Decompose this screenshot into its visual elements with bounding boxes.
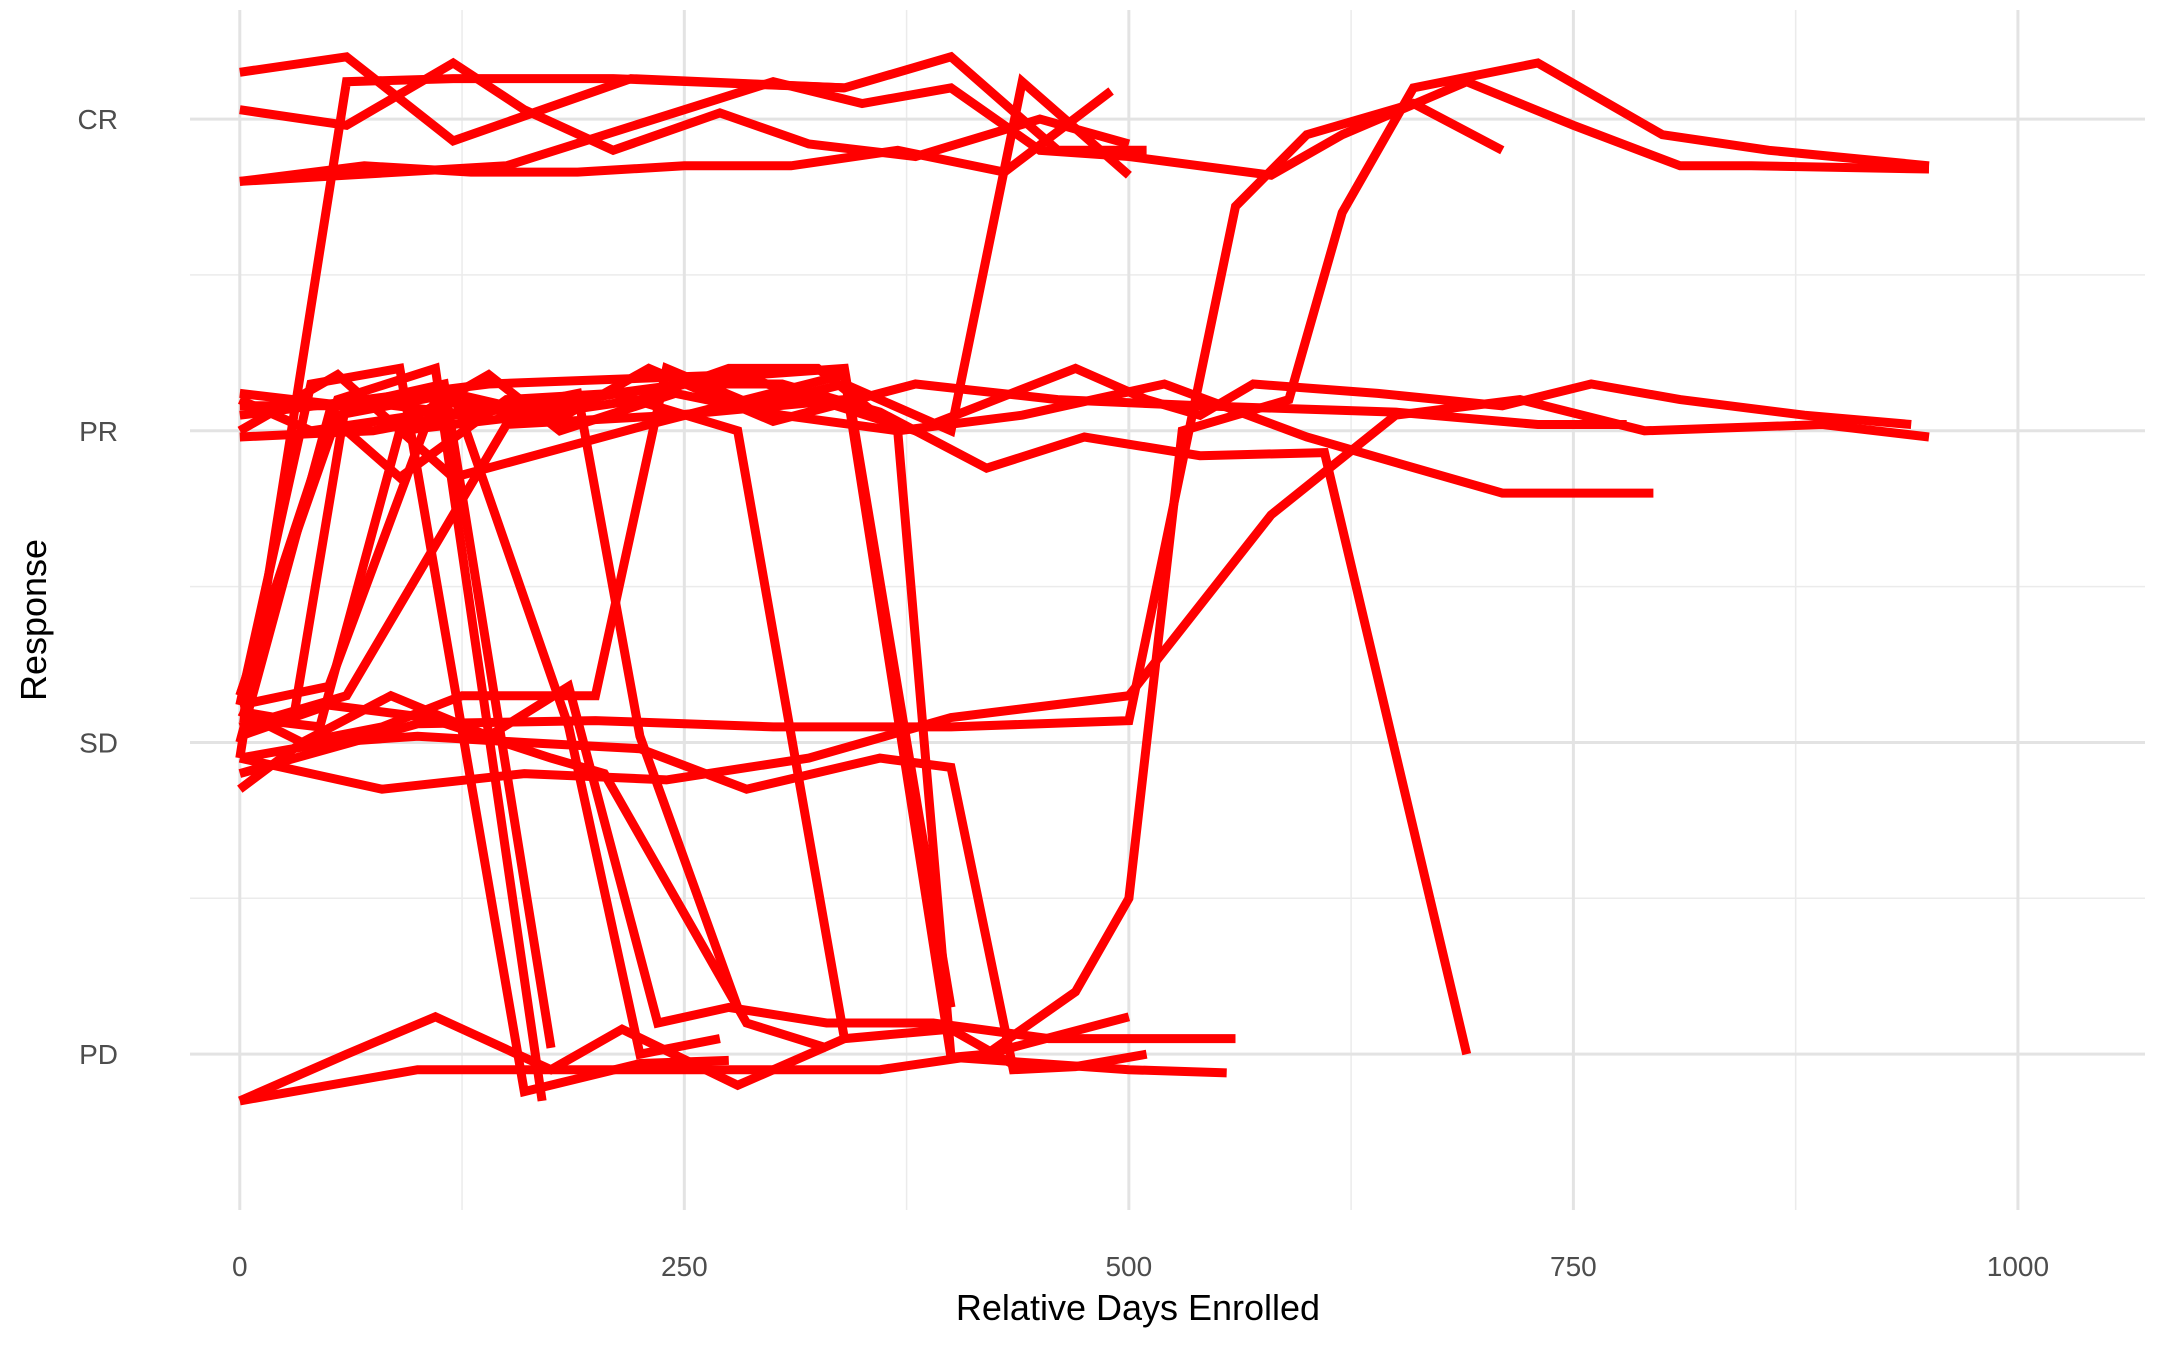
series-line-26 <box>239 363 1912 436</box>
y-axis-tick-labels: PD SD PR CR <box>78 104 118 1070</box>
x-tick-label: 250 <box>661 1251 708 1282</box>
x-tick-label: 0 <box>232 1251 248 1282</box>
y-tick-label: CR <box>78 104 118 135</box>
series-line-8 <box>237 73 1132 793</box>
series-line-18 <box>239 57 1131 162</box>
x-axis-tick-labels: 0 250 500 750 1000 <box>232 1251 2049 1282</box>
y-tick-label: PD <box>79 1039 118 1070</box>
series-line-25 <box>239 58 1930 1106</box>
x-tick-label: 1000 <box>1987 1251 2049 1282</box>
y-tick-label: PR <box>79 416 118 447</box>
x-axis-title: Relative Days Enrolled <box>956 1287 1320 1328</box>
series-line-14 <box>235 388 721 1060</box>
series-line-11 <box>237 679 1236 1044</box>
series-line-22 <box>239 379 1472 1056</box>
x-tick-label: 500 <box>1105 1251 1152 1282</box>
y-tick-label: SD <box>79 727 118 758</box>
series-line-24 <box>238 395 1930 794</box>
series-line-12 <box>239 731 1148 1075</box>
series-line-4 <box>238 700 828 1053</box>
series-line-5 <box>238 395 845 732</box>
series-lines <box>235 51 1930 1106</box>
series-line-17 <box>235 51 1147 759</box>
y-axis-title: Response <box>13 539 54 701</box>
series-line-23 <box>238 98 1505 778</box>
series-line-27 <box>239 76 1930 186</box>
x-tick-label: 750 <box>1550 1251 1597 1282</box>
